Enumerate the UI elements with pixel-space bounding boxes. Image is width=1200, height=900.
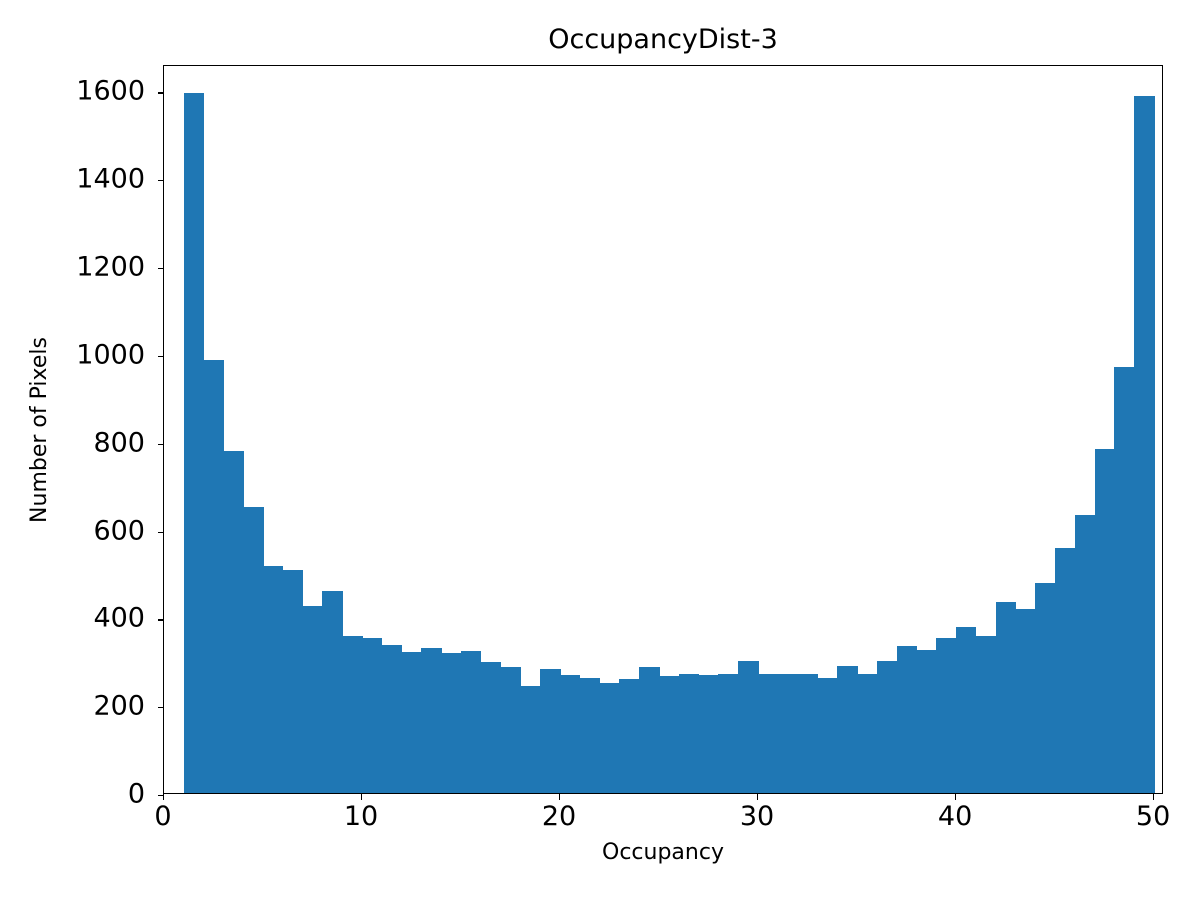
histogram-bar: [896, 646, 918, 793]
histogram-bar: [302, 606, 323, 793]
histogram-bar: [837, 665, 858, 793]
y-axis-tick-label: 0: [127, 778, 145, 810]
histogram-bar: [579, 677, 601, 793]
histogram-bar: [876, 661, 898, 793]
x-axis-tick-mark: [559, 794, 561, 800]
histogram-bar: [560, 675, 581, 793]
y-axis-tick-mark: [158, 268, 164, 270]
histogram-bar: [678, 674, 700, 793]
histogram-bar: [223, 451, 244, 793]
x-axis-title: Occupancy: [602, 840, 724, 865]
histogram-bar: [698, 675, 720, 793]
x-axis-tick-label: 0: [154, 801, 172, 832]
y-axis-tick-mark: [158, 531, 164, 533]
histogram-bar: [362, 638, 383, 793]
histogram-bar: [956, 626, 977, 793]
histogram-bar: [342, 636, 363, 793]
histogram-bar: [777, 673, 799, 793]
histogram-bar: [797, 674, 819, 793]
y-axis-tick-label: 600: [93, 515, 145, 546]
x-axis-tick-mark: [955, 794, 957, 800]
y-axis-tick-label: 200: [93, 690, 145, 722]
y-axis-tick-mark: [158, 180, 164, 182]
histogram-bar: [243, 507, 264, 793]
histogram-bar: [322, 591, 343, 793]
bars-layer: [164, 66, 1162, 793]
x-axis-tick-mark: [163, 794, 165, 800]
y-axis-title-text: Number of Pixels: [27, 336, 52, 523]
histogram-bar: [263, 566, 284, 793]
y-axis-tick-mark: [158, 443, 164, 445]
histogram-bar: [1114, 366, 1135, 793]
plot-area: [158, 65, 1163, 797]
x-axis-tick-label: 50: [1135, 801, 1171, 832]
histogram-bar: [441, 653, 462, 793]
histogram-bar: [203, 360, 224, 793]
histogram-bar: [916, 650, 937, 793]
histogram-bar: [1074, 514, 1096, 793]
y-axis-tick-label: 1600: [76, 75, 145, 107]
y-axis-tick-mark: [158, 795, 164, 797]
histogram-bar: [520, 686, 541, 793]
y-axis-tick-mark: [158, 92, 164, 94]
histogram-bar: [758, 674, 779, 793]
x-axis-tick-label: 10: [343, 801, 379, 832]
histogram-bar: [718, 673, 739, 793]
y-axis-tick-label: 1400: [76, 163, 145, 195]
histogram-bar: [461, 651, 482, 793]
histogram-bar: [619, 678, 640, 793]
histogram-bar: [936, 638, 957, 793]
histogram-bar: [282, 569, 304, 793]
histogram-bar: [975, 635, 997, 793]
x-axis-tick-label: 30: [739, 801, 775, 832]
y-axis-tick-mark: [158, 707, 164, 709]
x-axis-tick-label: 20: [541, 801, 577, 832]
y-axis-tick-label: 1200: [76, 251, 145, 283]
histogram-bar: [738, 661, 759, 793]
y-axis-tick-label: 400: [93, 602, 145, 634]
histogram-bar: [639, 666, 660, 793]
histogram-bar: [183, 93, 205, 793]
x-axis-tick-labels: 0 10 20 30 40 50: [154, 801, 1170, 842]
histogram-bar: [381, 645, 403, 793]
histogram-bar: [817, 677, 838, 793]
x-axis-tick-mark: [361, 794, 363, 800]
histogram-bar: [540, 668, 561, 793]
histogram-bar: [1094, 449, 1116, 793]
y-axis-tick-mark: [158, 355, 164, 358]
y-axis-tick-label: 1000: [76, 339, 145, 371]
histogram-bar: [1134, 95, 1155, 793]
y-axis-title: Number of Pixels: [18, 65, 62, 794]
x-axis-tick-marks: [163, 794, 1163, 802]
histogram-bar: [421, 648, 442, 793]
histogram-bar: [857, 674, 878, 793]
histogram-bar: [1055, 547, 1076, 793]
y-axis-tick-labels: 0 200 400 600 800 1000 1200 1400 1600: [0, 65, 155, 808]
chart-title: OccupancyDist-3: [548, 24, 778, 55]
x-axis-tick-label: 40: [937, 801, 973, 832]
x-axis-tick-mark: [1153, 794, 1155, 800]
histogram-bar: [599, 683, 621, 793]
x-axis-tick-mark: [757, 794, 759, 800]
histogram-bar: [995, 601, 1017, 793]
histogram-bar: [659, 675, 680, 793]
histogram-bar: [401, 651, 422, 793]
histogram-bar: [1035, 583, 1056, 793]
histogram-bar: [480, 662, 502, 793]
y-axis-tick-label: 800: [93, 427, 145, 459]
y-axis-tick-mark: [158, 619, 164, 621]
histogram-bar: [500, 666, 522, 793]
histogram-bar: [1015, 609, 1036, 793]
